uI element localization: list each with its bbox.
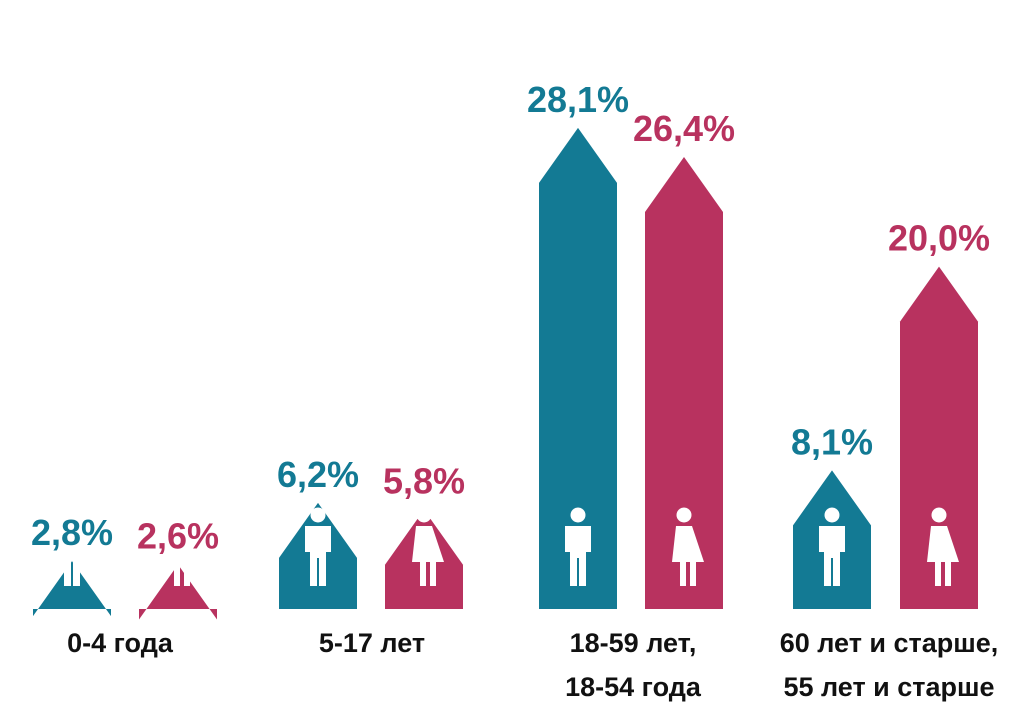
value-label-s2-c4: 20,0% (888, 218, 990, 259)
bar-s2-c1 (139, 564, 217, 620)
category-label: 18-54 года (565, 672, 702, 702)
man-icon (305, 507, 331, 586)
value-label-s1-c4: 8,1% (791, 421, 873, 462)
woman-icon (166, 507, 198, 586)
value-label-s1-c2: 6,2% (277, 454, 359, 495)
bar-s1-c3 (539, 127, 617, 609)
value-label-s1-c3: 28,1% (527, 79, 629, 120)
category-label: 60 лет и старше, (780, 628, 999, 658)
category-label: 0-4 года (67, 628, 174, 658)
category-label: 5-17 лет (319, 628, 425, 658)
category-label: 55 лет и старше (783, 672, 994, 702)
woman-icon (412, 507, 444, 586)
bar-s2-c4 (900, 266, 978, 609)
value-label-s2-c1: 2,6% (137, 515, 219, 556)
category-label: 18-59 лет, (570, 628, 697, 658)
woman-icon (927, 507, 959, 586)
value-label-s2-c3: 26,4% (633, 108, 735, 149)
woman-icon (672, 507, 704, 586)
man-icon (565, 507, 591, 586)
value-label-s1-c1: 2,8% (31, 512, 113, 553)
man-icon (59, 507, 85, 586)
man-icon (819, 507, 845, 586)
bar-s2-c3 (645, 157, 723, 610)
bar-s1-c1 (33, 561, 111, 617)
value-label-s2-c2: 5,8% (383, 461, 465, 502)
